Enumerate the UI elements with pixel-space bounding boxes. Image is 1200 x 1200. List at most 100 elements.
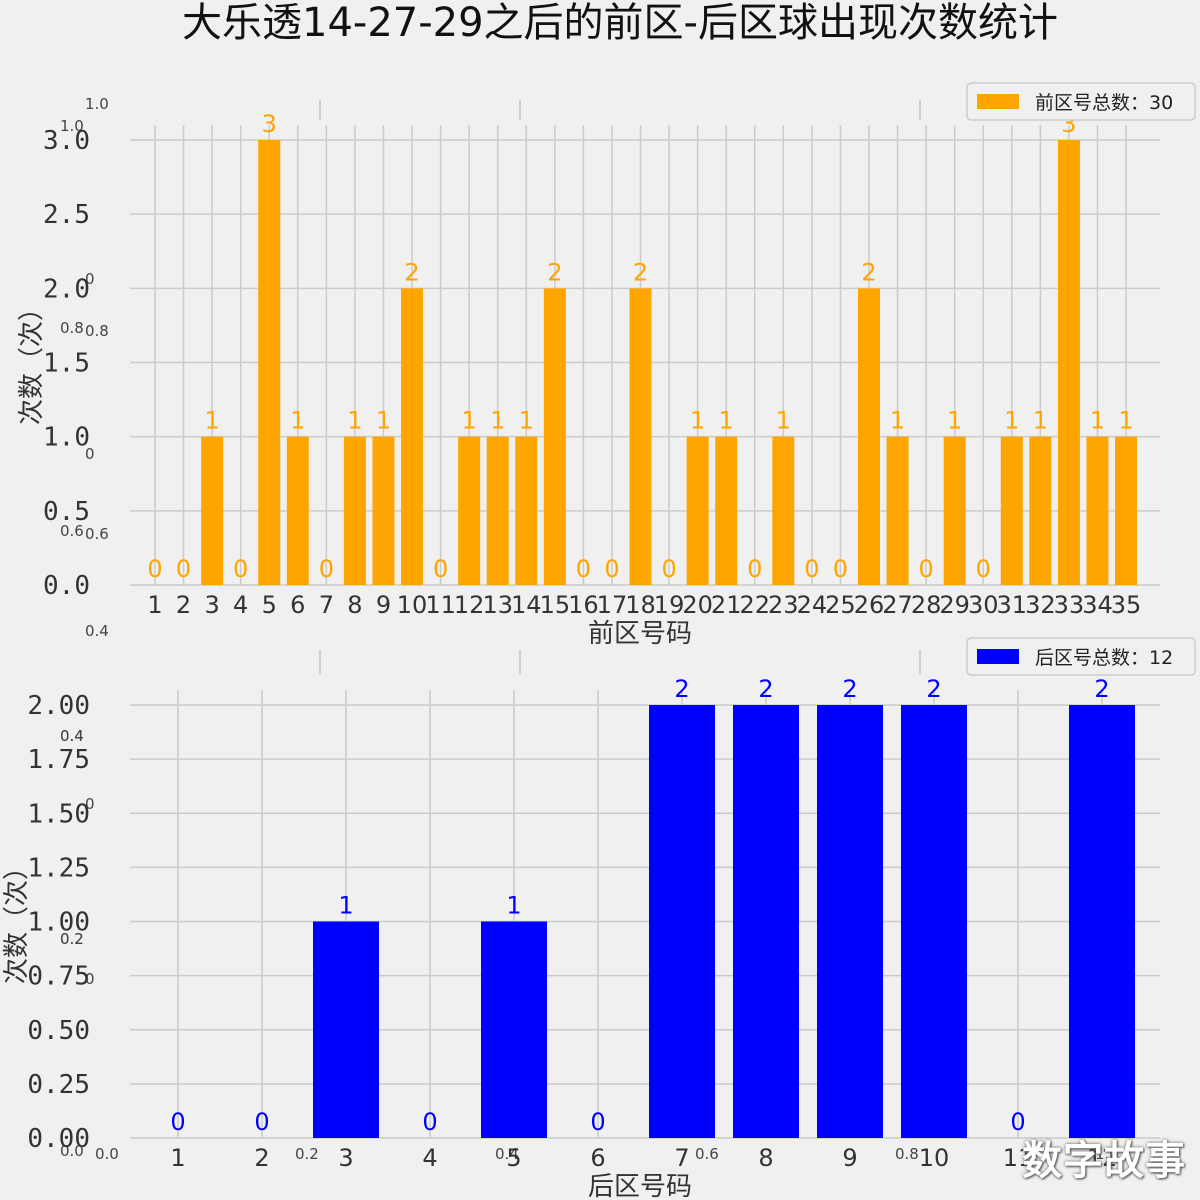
bg-xtick-label: 0.4 xyxy=(495,1145,519,1163)
bar xyxy=(201,436,224,585)
xtick-label: 8 xyxy=(347,591,362,619)
bar-value-label: 0 xyxy=(147,555,162,583)
bar xyxy=(515,436,538,585)
xtick-label: 5 xyxy=(506,1144,521,1172)
bg-ytick-label: 0.4 xyxy=(60,727,84,745)
bar-value-label: 2 xyxy=(674,675,689,703)
ytick-label: 0.00 xyxy=(27,1124,90,1154)
xtick-label: 1 xyxy=(147,591,162,619)
bar-value-label: 1 xyxy=(338,892,353,920)
xtick-label: 35 xyxy=(1111,591,1142,619)
xtick-label: 5 xyxy=(262,591,277,619)
bar xyxy=(772,436,795,585)
bar xyxy=(629,288,652,585)
chart-title: 大乐透14-27-29之后的前区-后区球出现次数统计 xyxy=(182,0,1058,46)
bar xyxy=(543,288,566,585)
bar xyxy=(401,288,424,585)
xtick-label: 11 xyxy=(1003,1144,1034,1172)
ytick-label: 1.00 xyxy=(27,908,90,938)
bar xyxy=(715,436,738,585)
bar-value-label: 0 xyxy=(319,555,334,583)
xtick-label: 33 xyxy=(1054,591,1085,619)
ytick-label: 3.0 xyxy=(43,126,90,156)
bar-value-label: 2 xyxy=(926,675,941,703)
xtick-label: 4 xyxy=(233,591,248,619)
bar-value-label: 1 xyxy=(519,407,534,435)
bar xyxy=(858,288,880,585)
y-axis-label: 次数（次） xyxy=(17,295,47,425)
xtick-label: 7 xyxy=(319,591,334,619)
bar-value-label: 1 xyxy=(1004,407,1019,435)
xtick-label: 29 xyxy=(939,591,970,619)
bar xyxy=(901,705,967,1138)
bar xyxy=(343,436,366,585)
xtick-label: 2 xyxy=(176,591,191,619)
xtick-label: 27 xyxy=(882,591,913,619)
legend-box xyxy=(966,82,1196,121)
bar xyxy=(1069,705,1135,1138)
bar-value-label: 1 xyxy=(290,407,305,435)
bg-ytick-label: 0.8 xyxy=(85,322,109,340)
bg-ytick-label: 0.2 xyxy=(60,930,84,948)
xtick-label: 11 xyxy=(425,591,456,619)
xtick-label: 13 xyxy=(482,591,513,619)
ytick-label: 1.75 xyxy=(27,745,90,775)
bar-value-label: 1 xyxy=(506,892,521,920)
bg-ytick-label: 0 xyxy=(85,970,95,988)
ytick-label: 1.5 xyxy=(43,349,90,379)
xtick-label: 24 xyxy=(797,591,828,619)
xtick-label: 19 xyxy=(654,591,685,619)
xtick-label: 21 xyxy=(711,591,742,619)
x-axis-label: 前区号码 xyxy=(588,619,692,649)
bar-value-label: 0 xyxy=(422,1108,437,1136)
bar xyxy=(481,921,547,1138)
watermark: 数字故事 xyxy=(1022,1138,1186,1184)
xtick-label: 34 xyxy=(1082,591,1113,619)
bg-ytick-label: 0 xyxy=(85,270,95,288)
bar xyxy=(458,436,481,585)
bar xyxy=(313,921,379,1138)
ytick-label: 2.00 xyxy=(27,691,90,721)
xtick-label: 14 xyxy=(511,591,542,619)
bar-value-label: 0 xyxy=(576,555,591,583)
bar-value-label: 0 xyxy=(254,1108,269,1136)
ytick-label: 2.5 xyxy=(43,200,90,230)
legend-swatch xyxy=(977,94,1019,109)
ytick-label: 1.0 xyxy=(43,423,90,453)
bar-value-label: 1 xyxy=(347,407,362,435)
ytick-label: 1.50 xyxy=(27,799,90,829)
bar xyxy=(486,436,509,585)
bar-value-label: 1 xyxy=(1118,407,1133,435)
bar-value-label: 2 xyxy=(404,258,419,286)
bar-value-label: 1 xyxy=(1090,407,1105,435)
ytick-label: 0.25 xyxy=(27,1070,90,1100)
xtick-label: 9 xyxy=(376,591,391,619)
bar xyxy=(1057,140,1080,585)
xtick-label: 31 xyxy=(997,591,1028,619)
bg-ytick-label: 0.6 xyxy=(60,522,84,540)
bg-ytick-label: 0.4 xyxy=(85,622,109,640)
bar-value-label: 0 xyxy=(661,555,676,583)
ytick-label: 0.50 xyxy=(27,1016,90,1046)
bg-xtick-label: 0.2 xyxy=(295,1145,319,1163)
bar-value-label: 0 xyxy=(1010,1108,1025,1136)
bar-value-label: 0 xyxy=(433,555,448,583)
xtick-label: 15 xyxy=(540,591,571,619)
xtick-label: 17 xyxy=(597,591,628,619)
xtick-label: 6 xyxy=(590,1144,605,1172)
bar xyxy=(1086,436,1109,585)
bar-value-label: 2 xyxy=(758,675,773,703)
bar xyxy=(1115,436,1138,585)
bg-ytick-label: 0.0 xyxy=(60,1142,84,1160)
bar-value-label: 1 xyxy=(890,407,905,435)
bar-value-label: 1 xyxy=(490,407,505,435)
bg-ytick-label: 1.0 xyxy=(85,95,109,113)
bg-ytick-label: 0.6 xyxy=(85,525,109,543)
bar-value-label: 3 xyxy=(262,110,277,138)
bar-value-label: 0 xyxy=(918,555,933,583)
bar-value-label: 1 xyxy=(204,407,219,435)
bg-ytick-label: 0 xyxy=(85,445,95,463)
bar-value-label: 0 xyxy=(747,555,762,583)
